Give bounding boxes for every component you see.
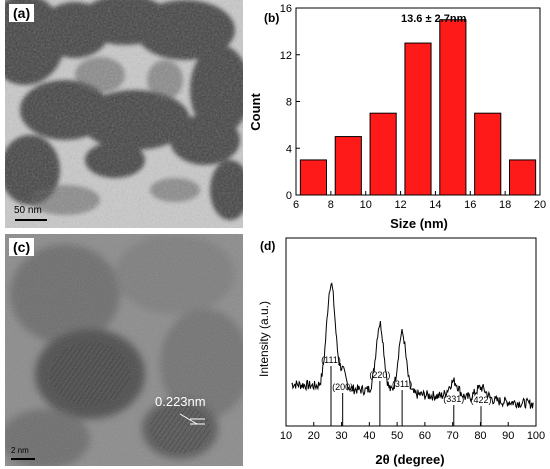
size-histogram-panel: 6 8 10 12 14 16 18 20 0 4 8 12 16 (b) 13.6 ± 2.7nm S… <box>246 0 550 234</box>
xrd-x-tick-label: 100 <box>527 430 545 442</box>
xrd-x-tick-label: 20 <box>308 430 320 442</box>
histogram-x-tick-label: 20 <box>534 199 546 211</box>
size-histogram-chart: 6 8 10 12 14 16 18 20 0 4 8 12 16 (b) 13.6 ± 2.7nm S… <box>248 3 546 231</box>
panel-b-label: (b) <box>264 11 279 25</box>
tem-image-low-mag: (a) 50 nm <box>5 0 243 228</box>
xrd-x-tick-label: 60 <box>419 430 431 442</box>
histogram-bar <box>369 112 397 196</box>
histogram-annotation: 13.6 ± 2.7nm <box>401 13 467 25</box>
histogram-x-tick-label: 6 <box>293 199 299 211</box>
xrd-x-tick-label: 50 <box>391 430 403 442</box>
xrd-x-tick-label: 40 <box>363 430 375 442</box>
histogram-x-label: Size (nm) <box>390 216 448 231</box>
xrd-hkl-label: (220) <box>369 370 390 380</box>
xrd-hkl-label: (422) <box>470 395 491 405</box>
histogram-x-tick-label: 14 <box>429 199 441 211</box>
histogram-bar <box>509 159 537 196</box>
histogram-x-tick-label: 18 <box>499 199 511 211</box>
histogram-bar <box>404 42 432 196</box>
histogram-y-tick-label: 4 <box>286 143 292 155</box>
histogram-bar <box>299 159 327 196</box>
histogram-x-tick-label: 16 <box>464 199 476 211</box>
histogram-bar <box>439 19 467 196</box>
xrd-x-label: 2θ (degree) <box>375 452 444 467</box>
panel-a-label: (a) <box>9 4 35 22</box>
panel-d-label: (d) <box>260 239 275 253</box>
xrd-x-tick-label: 30 <box>335 430 347 442</box>
histogram-y-tick-label: 0 <box>286 190 292 202</box>
tem-image-high-res: (c) 0.223nm 2 nm <box>5 234 243 466</box>
panel-c-label: (c) <box>9 238 35 256</box>
xrd-trace <box>291 282 534 409</box>
histogram-x-tick-label: 12 <box>394 199 406 211</box>
tem-low-mag-graphic <box>5 0 243 228</box>
xrd-y-label: Intensity (a.u.) <box>257 301 271 377</box>
xrd-hkl-label: (311) <box>392 379 412 389</box>
xrd-pattern-chart: (111) (200) (220)(311) (331) (422) 10 20 30 40 50… <box>257 237 545 467</box>
histogram-y-tick-label: 12 <box>280 50 292 62</box>
xrd-hkl-label: (111) <box>321 355 341 365</box>
xrd-hkl-label: (331) <box>443 394 464 404</box>
xrd-frame <box>285 237 537 427</box>
tem-high-res-graphic <box>5 234 243 466</box>
xrd-x-tick-label: 70 <box>447 430 459 442</box>
histogram-y-label: Count <box>248 93 263 131</box>
histogram-bar <box>474 112 502 196</box>
xrd-hkl-label: (200) <box>332 382 353 392</box>
histogram-x-tick-label: 10 <box>360 199 372 211</box>
histogram-y-tick-label: 16 <box>280 3 292 15</box>
xrd-x-tick-label: 80 <box>474 430 486 442</box>
scale-bar-label-c: 2 nm <box>11 446 29 455</box>
histogram-y-tick-label: 8 <box>286 97 292 109</box>
lattice-spacing-label: 0.223nm <box>155 394 206 409</box>
scale-bar-label-a: 50 nm <box>14 205 42 216</box>
histogram-bar <box>334 136 362 196</box>
histogram-x-tick-label: 8 <box>328 199 334 211</box>
xrd-pattern-panel: (111) (200) (220) (311) (331) (422) 10 20 30 40 50… <box>246 234 550 469</box>
xrd-x-tick-label: 90 <box>502 430 514 442</box>
xrd-x-tick-label: 10 <box>280 430 292 442</box>
